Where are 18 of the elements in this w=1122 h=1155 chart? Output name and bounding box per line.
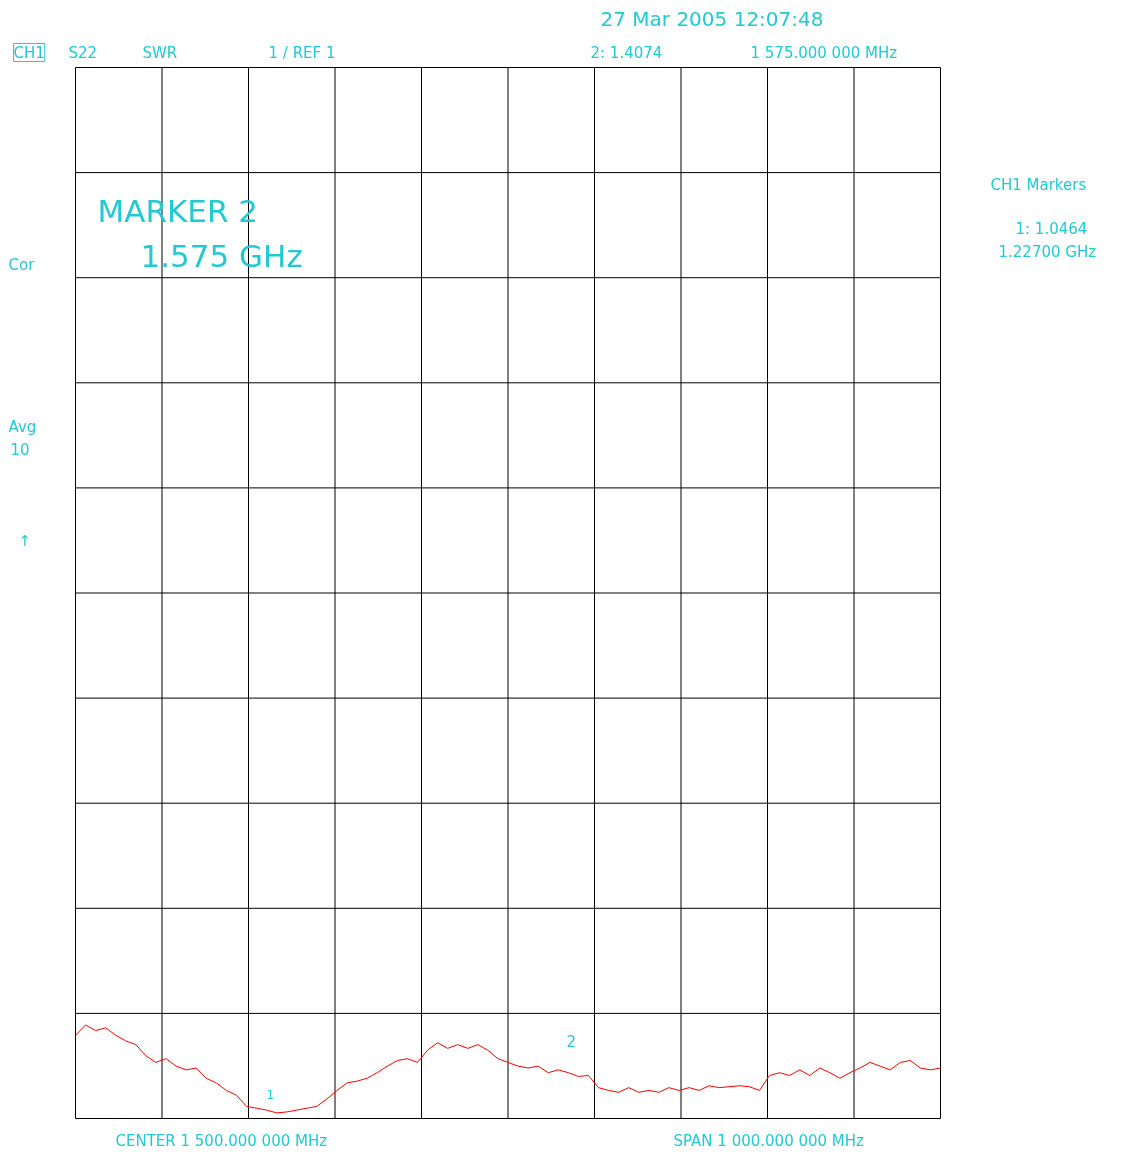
text: 1.22700 GHz [998,242,1097,261]
text: 1: 1.0464 [1015,219,1088,238]
text: 1 / REF 1 [268,43,336,62]
text: ↑ [18,531,32,550]
text: SPAN 1 000.000 000 MHz [673,1131,865,1150]
text: Avg [8,417,37,436]
annotation: 2 [566,1032,577,1051]
text: 10 [10,440,30,459]
text: 27 Mar 2005 12:07:48 [600,6,824,31]
text: SWR [142,43,178,62]
text: Cor [8,255,36,274]
text: S22 [68,43,98,62]
text: CH1 [13,43,45,62]
text: 2: 1.4074 [590,43,663,62]
text: CENTER 1 500.000 000 MHz [115,1131,328,1150]
text: 1 575.000 000 MHz [750,43,898,62]
text: CH1 Markers [990,175,1087,194]
annotation: 1 [266,1088,275,1102]
